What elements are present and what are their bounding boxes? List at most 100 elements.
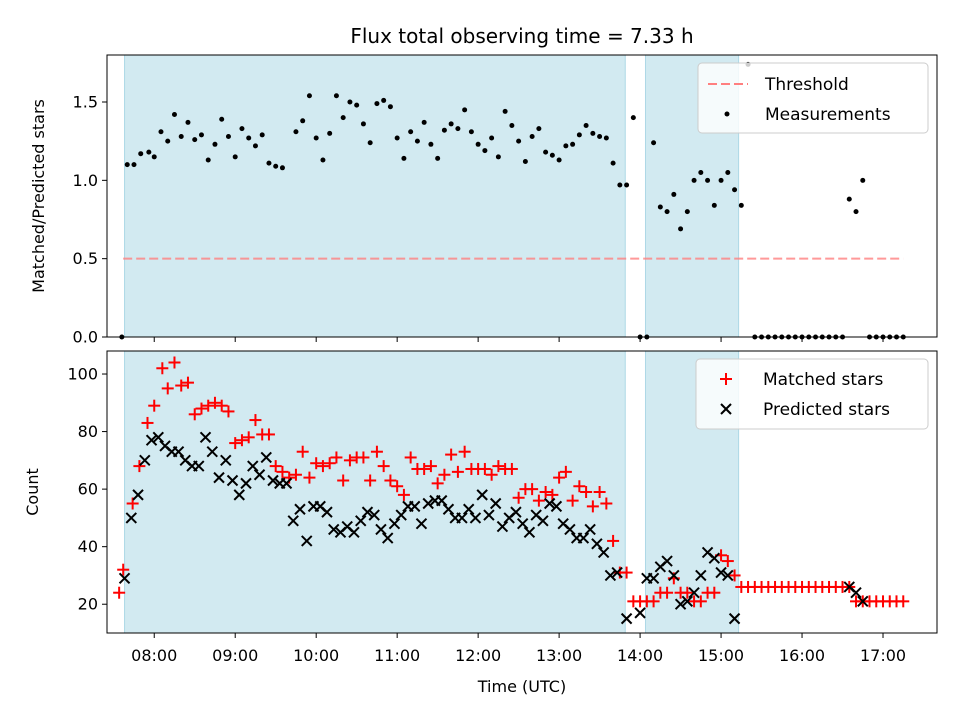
measurement-point: [158, 129, 164, 135]
bottom-y-tick-label: 40: [78, 537, 98, 556]
measurement-point: [313, 135, 319, 141]
predicted-star-point: [132, 489, 144, 501]
matched-star-point: [586, 500, 599, 513]
predicted-star-point: [620, 612, 633, 625]
measurement-point: [691, 177, 697, 183]
measurement-point: [853, 209, 859, 215]
measurement-point: [421, 119, 427, 125]
predicted-star-point: [220, 454, 232, 467]
matched-star-point: [620, 566, 633, 579]
predicted-star-point: [456, 512, 468, 524]
legend-matched-swatch: [720, 373, 732, 385]
predicted-star-point: [661, 555, 673, 567]
bottom-x-tick-label: 09:00: [212, 646, 258, 665]
measurement-point: [597, 133, 603, 139]
measurement-point: [489, 135, 495, 141]
predicted-star-point: [674, 598, 687, 610]
legend-matched-label: Matched stars: [763, 370, 883, 390]
matched-star-point: [431, 477, 444, 490]
matched-star-point: [289, 468, 302, 481]
measurement-point: [664, 209, 670, 215]
measurement-point: [495, 154, 501, 160]
bottom-y-tick-label: 20: [78, 595, 98, 614]
matched-star-point: [188, 408, 201, 421]
matched-star-point: [559, 465, 572, 478]
matched-star-point: [451, 465, 464, 478]
measurement-point: [738, 202, 744, 208]
matched-star-point: [897, 595, 910, 608]
predicted-star-point: [604, 569, 617, 582]
predicted-star-point: [213, 471, 225, 484]
matched-star-point: [384, 474, 397, 487]
measurement-point: [725, 170, 731, 175]
measurement-point: [651, 140, 657, 146]
matched-star-point: [526, 483, 539, 496]
matched-star-point: [404, 451, 417, 464]
matched-star-point: [202, 399, 215, 412]
predicted-star-point: [193, 460, 205, 472]
matched-star-point: [195, 402, 208, 415]
predicted-star-point: [597, 546, 610, 559]
bottom-x-tick-label: 08:00: [131, 646, 177, 665]
predicted-star-point: [523, 526, 536, 538]
chart-title: Flux total observing time = 7.33 h: [350, 24, 693, 48]
measurement-point: [570, 141, 576, 147]
predicted-star-point: [591, 538, 603, 550]
measurement-point: [563, 143, 569, 149]
measurement-point: [678, 226, 684, 232]
measurement-point: [502, 108, 508, 114]
legend-predicted-swatch: [720, 403, 732, 415]
measurement-point: [146, 149, 152, 155]
top-y-tick-label: 0.0: [73, 328, 98, 347]
measurement-point: [320, 157, 326, 163]
top-y-tick-label: 0.5: [73, 249, 98, 268]
measurement-point: [387, 104, 393, 110]
matched-star-point: [647, 595, 660, 608]
matched-star-point: [539, 486, 552, 498]
matched-star-point: [424, 460, 437, 473]
top-shaded-intervals: [124, 55, 740, 337]
top-x-ticks: [153, 337, 884, 342]
measurement-point: [448, 121, 454, 127]
bottom-x-tick-label: 15:00: [698, 646, 744, 665]
predicted-star-point: [395, 509, 407, 521]
measurement-point: [684, 209, 690, 215]
matched-star-point: [566, 494, 579, 507]
measurement-point: [529, 133, 535, 139]
measurement-point: [610, 160, 616, 166]
matched-star-point: [242, 431, 255, 444]
predicted-star-point: [543, 497, 556, 510]
matched-star-point: [249, 414, 262, 427]
predicted-star-point: [611, 566, 623, 579]
matched-star-point: [370, 445, 383, 458]
measurement-point: [671, 191, 677, 197]
predicted-star-point: [415, 517, 428, 530]
predicted-star-point: [489, 497, 502, 510]
matched-star-point: [113, 586, 126, 599]
matched-star-point: [133, 460, 146, 473]
predicted-star-point: [328, 523, 340, 536]
matched-star-point: [607, 534, 620, 547]
measurement-point: [401, 155, 407, 161]
bottom-y-tick-label: 80: [78, 422, 98, 441]
matched-star-point: [343, 454, 356, 467]
predicted-star-point: [139, 454, 151, 467]
legend-measurements-swatch: [724, 111, 730, 117]
predicted-star-point: [382, 532, 394, 544]
top-shaded-interval: [124, 55, 626, 337]
predicted-star-point: [634, 607, 646, 619]
measurement-point: [698, 170, 704, 175]
predicted-star-point: [668, 569, 680, 582]
measurement-point: [468, 129, 474, 135]
predicted-star-point: [267, 474, 279, 487]
matched-star-point: [377, 460, 390, 473]
matched-star-point: [148, 399, 161, 412]
count-points: [113, 356, 910, 625]
predicted-star-point: [409, 500, 421, 513]
matched-star-point: [681, 586, 694, 599]
measurement-point: [624, 182, 630, 188]
measurement-point: [617, 182, 623, 188]
matched-star-point: [458, 445, 471, 458]
predicted-star-point: [375, 523, 387, 536]
measurement-point: [333, 93, 339, 99]
